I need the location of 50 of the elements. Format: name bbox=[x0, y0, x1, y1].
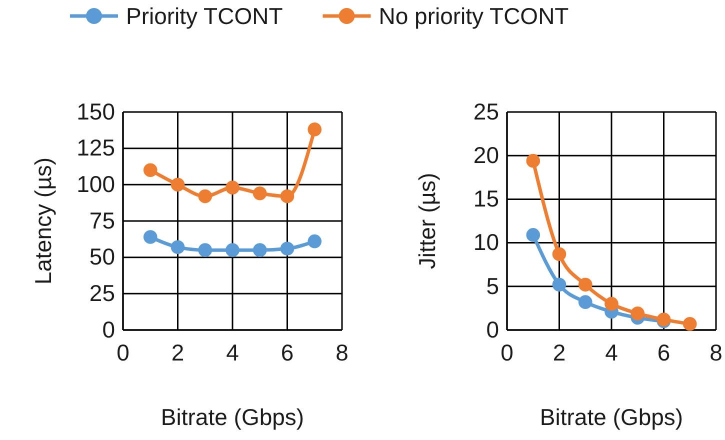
x-tick-label: 4 bbox=[226, 339, 240, 366]
x-tick-label: 6 bbox=[280, 339, 294, 366]
x-axis-title: Bitrate (Gbps) bbox=[160, 404, 304, 430]
point bbox=[252, 186, 267, 200]
point bbox=[308, 234, 322, 248]
point bbox=[170, 240, 185, 254]
y-tick-label: 25 bbox=[89, 280, 115, 306]
x-tick-label: 6 bbox=[657, 339, 670, 366]
x-tick-label: 2 bbox=[171, 339, 184, 366]
y-tick-label: 75 bbox=[89, 207, 115, 234]
y-tick-label: 10 bbox=[473, 229, 499, 256]
y-axis-title: Jitter (µs) bbox=[414, 172, 440, 270]
y-tick-label: 150 bbox=[76, 98, 115, 124]
x-tick-label: 4 bbox=[605, 339, 618, 366]
y-tick-label: 50 bbox=[89, 244, 115, 270]
legend-label: Priority TCONT bbox=[126, 3, 283, 29]
point bbox=[578, 278, 592, 292]
point bbox=[552, 247, 566, 262]
point bbox=[280, 189, 294, 204]
legend-label: No priority TCONT bbox=[378, 3, 569, 29]
point bbox=[280, 242, 294, 256]
y-tick-label: 15 bbox=[473, 186, 499, 212]
point bbox=[170, 178, 185, 192]
x-tick-label: 2 bbox=[552, 339, 566, 366]
y-tick-label: 5 bbox=[486, 272, 499, 299]
point bbox=[308, 122, 322, 136]
y-tick-label: 0 bbox=[486, 316, 499, 342]
point bbox=[526, 154, 540, 168]
point bbox=[143, 230, 158, 244]
y-axis-title: Latency (µs) bbox=[30, 157, 56, 285]
x-axis-title: Bitrate (Gbps) bbox=[540, 404, 684, 430]
x-tick-label: 8 bbox=[336, 339, 348, 366]
point bbox=[630, 306, 645, 320]
point bbox=[578, 295, 592, 309]
x-tick-label: 8 bbox=[710, 339, 722, 366]
y-tick-label: 100 bbox=[76, 171, 115, 198]
point bbox=[252, 243, 267, 257]
point bbox=[143, 163, 158, 178]
point bbox=[604, 296, 618, 311]
y-tick-label: 0 bbox=[102, 316, 115, 342]
point bbox=[198, 243, 212, 257]
point bbox=[682, 317, 697, 331]
point bbox=[526, 228, 540, 242]
point bbox=[552, 278, 566, 292]
point bbox=[198, 189, 212, 204]
point bbox=[226, 180, 240, 194]
point bbox=[226, 243, 240, 257]
y-tick-label: 125 bbox=[76, 134, 115, 161]
y-tick-label: 25 bbox=[473, 98, 499, 124]
y-tick-label: 20 bbox=[473, 142, 499, 168]
